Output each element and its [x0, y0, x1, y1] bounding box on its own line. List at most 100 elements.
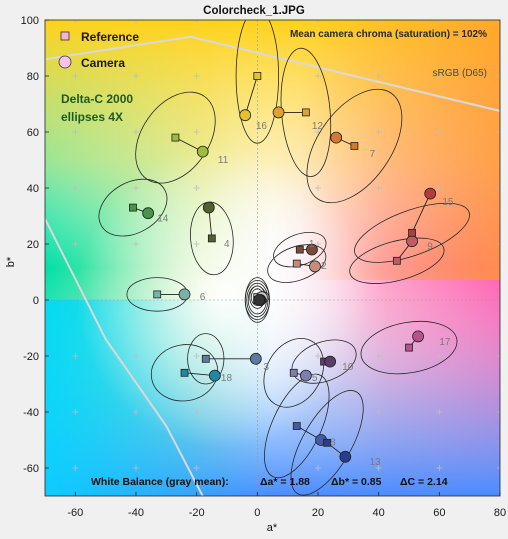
- camera-marker-12: [272, 106, 285, 119]
- grid-cross: [133, 73, 139, 79]
- legend: Reference Camera: [58, 30, 139, 70]
- camera-marker-16: [239, 109, 252, 122]
- grid-cross: [315, 20, 321, 23]
- plot-frame: [44, 19, 501, 497]
- wb-delta-a: Δa* = 1.88: [260, 476, 310, 488]
- grid-cross: [497, 241, 500, 247]
- grid-cross: [193, 129, 200, 135]
- camera-marker-7: [330, 131, 343, 144]
- legend-camera-marker: [58, 55, 72, 69]
- grid-cross: [436, 129, 443, 135]
- ellipse-patch-17: [360, 320, 458, 375]
- grid-cross: [436, 353, 443, 359]
- reference-marker-18: [180, 368, 189, 377]
- reference-marker-5: [289, 368, 298, 377]
- y-tick-label: -60: [23, 463, 39, 475]
- grid-cross: [497, 129, 500, 135]
- ellipse-patch-14: [98, 178, 168, 237]
- grid-cross: [193, 353, 200, 359]
- grid-cross: [497, 353, 500, 359]
- patch-label-8: 8: [330, 438, 336, 449]
- grid-cross: [72, 73, 79, 79]
- grid-cross: [193, 409, 200, 415]
- reference-marker-16: [253, 72, 262, 80]
- grid-cross: [193, 185, 200, 191]
- reference-marker-6: [153, 290, 162, 299]
- reference-marker-9: [392, 256, 401, 265]
- camera-marker-6: [178, 288, 191, 301]
- reference-marker-1: [295, 245, 304, 254]
- ellipse-patch-24: [244, 277, 270, 323]
- grid-cross: [375, 73, 382, 79]
- legend-reference-label: Reference: [81, 30, 139, 44]
- grid-cross: [133, 129, 139, 135]
- patch-label-3: 3: [263, 362, 269, 373]
- patch-label-15: 15: [442, 197, 454, 208]
- ellipse-note: Delta-C 2000 ellipses 4X: [61, 92, 133, 124]
- y-tick-label: 0: [33, 295, 39, 307]
- camera-marker-2: [309, 260, 321, 273]
- chart-title: Colorcheck_1.JPG: [203, 5, 305, 17]
- camera-marker-15: [424, 187, 437, 200]
- grid-cross: [133, 465, 139, 471]
- x-tick-label: -40: [128, 507, 144, 519]
- camera-marker-4: [202, 201, 215, 214]
- grid-cross: [193, 20, 200, 23]
- reference-marker-15: [408, 228, 416, 237]
- ellipse-patch-5: [263, 338, 324, 408]
- patch-label-1: 1: [309, 239, 315, 250]
- patch-markers: [129, 72, 437, 463]
- reference-marker-4: [207, 234, 216, 243]
- grid-cross: [72, 185, 79, 191]
- camera-marker-1: [306, 243, 318, 256]
- grid-cross: [436, 465, 443, 471]
- grid-cross: [315, 185, 321, 191]
- connector-patch-15: [411, 193, 431, 233]
- camera-marker-11: [196, 145, 209, 158]
- x-tick-label: 20: [312, 507, 324, 519]
- patch-label-4: 4: [224, 239, 230, 250]
- x-axis-label: a*: [267, 522, 278, 534]
- y-tick-label: -20: [23, 351, 39, 363]
- grid-cross: [497, 465, 500, 471]
- ellipse-note-line: Delta-C 2000: [61, 92, 133, 106]
- chroma-annotation: Mean camera chroma (saturation) = 102%: [290, 29, 487, 40]
- y-tick-label: 40: [27, 183, 39, 195]
- grid-cross: [72, 465, 79, 471]
- y-axis-label: b*: [5, 256, 17, 267]
- ellipse-patch-2: [267, 244, 327, 283]
- camera-marker-3: [249, 352, 262, 365]
- grid-cross: [436, 20, 443, 23]
- grid-cross: [375, 353, 382, 359]
- grid-cross: [193, 241, 200, 247]
- ellipse-patch-9: [349, 237, 445, 284]
- grid-cross: [497, 73, 500, 79]
- grid-cross: [193, 73, 200, 79]
- grid-cross: [133, 409, 139, 415]
- camera-marker-13: [339, 450, 352, 463]
- ellipse-patch-18: [150, 344, 219, 402]
- patch-label-14: 14: [157, 214, 169, 225]
- grid-cross: [72, 20, 79, 23]
- grid-cross: [497, 185, 500, 191]
- grid-cross: [375, 20, 382, 23]
- grid-cross: [72, 409, 79, 415]
- grid-cross: [315, 409, 321, 415]
- patch-label-2: 2: [321, 261, 327, 272]
- y-tick-label: 20: [27, 239, 39, 251]
- grid-cross: [375, 129, 382, 135]
- grid-cross: [375, 465, 382, 471]
- grid-cross: [497, 409, 500, 415]
- grid-cross: [133, 353, 139, 359]
- camera-marker-18: [208, 369, 221, 382]
- ellipse-patch-16: [235, 20, 279, 144]
- connector-patch-16: [244, 75, 258, 116]
- grid-cross: [436, 73, 443, 79]
- patch-label-5: 5: [312, 373, 318, 384]
- grid-cross: [72, 241, 79, 247]
- ellipse-patch-1: [273, 231, 327, 268]
- patch-label-18: 18: [221, 373, 233, 384]
- x-tick-label: 0: [254, 507, 260, 519]
